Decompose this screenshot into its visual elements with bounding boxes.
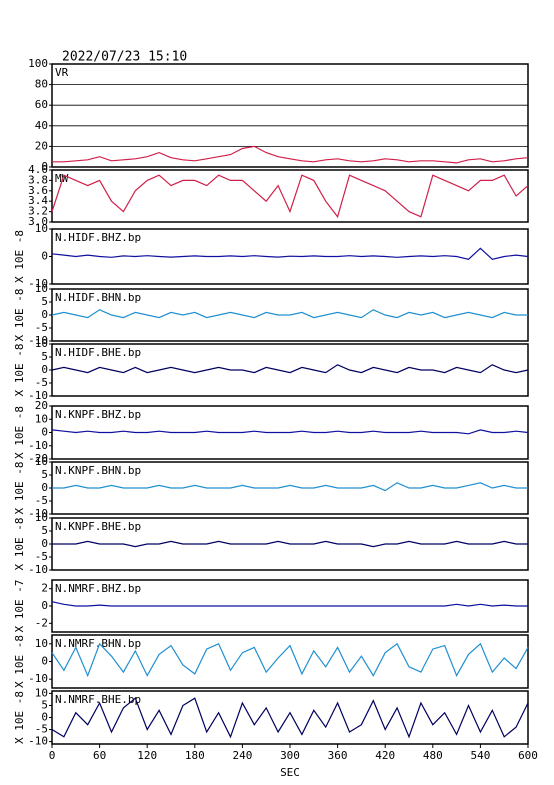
y-axis-label: X 10E -8	[13, 462, 26, 515]
panel-frame	[51, 63, 529, 168]
y-tick-label: 10	[35, 455, 48, 468]
trace	[51, 642, 529, 678]
y-tick-label: 10	[35, 282, 48, 295]
x-tick-label: 540	[470, 749, 490, 762]
y-tick-label: 0	[41, 308, 48, 321]
panel-label: N.KNPF.BHN.bp	[55, 464, 141, 477]
y-axis-label: X 10E -8	[13, 406, 26, 459]
trace	[51, 309, 528, 319]
y-tick-label: -5	[35, 376, 48, 389]
y-tick-label: 5	[41, 295, 48, 308]
y-tick-label: 5	[41, 698, 48, 711]
y-axis-label: X 10E -8	[13, 635, 26, 688]
y-tick-label: -5	[35, 494, 48, 507]
panel-frame	[51, 169, 529, 223]
y-tick-label: 3.8	[28, 173, 48, 186]
y-axis-label: X 10E -8	[13, 518, 26, 571]
panel-label: N.KNPF.BHE.bp	[55, 520, 141, 533]
y-tick-label: 3.2	[28, 205, 48, 218]
y-tick-label: 0	[41, 537, 48, 550]
y-tick-label: -20	[28, 452, 48, 465]
y-axis-label: X 10E -8	[13, 230, 26, 283]
y-tick-label: 0	[41, 160, 48, 173]
trace	[52, 145, 529, 164]
y-tick-label: -10	[28, 507, 48, 520]
y-axis-label: X 10E -8	[13, 289, 26, 342]
trace	[51, 174, 529, 219]
y-tick-label: 100	[28, 57, 48, 70]
y-tick-label: 10	[35, 686, 48, 699]
y-tick-label: 0	[41, 711, 48, 724]
y-tick-label: 4.0	[28, 163, 48, 176]
y-tick-label: 10	[35, 222, 48, 235]
y-tick-label: -10	[28, 277, 48, 290]
y-tick-label: 80	[35, 78, 48, 91]
x-tick-label: 0	[49, 749, 56, 762]
trace	[51, 247, 529, 260]
y-axis-label: X 10E -7	[13, 580, 26, 633]
y-tick-label: 3.6	[28, 184, 48, 197]
y-tick-label: -10	[28, 563, 48, 576]
panel-label: N.NMRF.BHN.bp	[55, 637, 141, 650]
panel-label: N.HIDF.BHN.bp	[55, 291, 141, 304]
y-tick-label: -10	[28, 672, 48, 685]
panel-label: N.HIDF.BHE.bp	[55, 346, 141, 359]
panel-label: N.KNPF.BHZ.bp	[55, 408, 141, 421]
chart-title: 2022/07/23 15:10	[62, 50, 187, 65]
y-tick-label: -10	[28, 334, 48, 347]
x-tick-label: 360	[328, 749, 348, 762]
y-tick-label: 0	[41, 363, 48, 376]
y-tick-label: 10	[35, 511, 48, 524]
y-tick-label: -10	[28, 389, 48, 402]
y-tick-label: 0	[41, 481, 48, 494]
panel-label: N.NMRF.BHE.bp	[55, 693, 141, 706]
y-tick-label: -5	[35, 723, 48, 736]
x-tick-label: 240	[232, 749, 252, 762]
x-tick-label: 180	[185, 749, 205, 762]
y-tick-label: 0	[41, 599, 48, 612]
trace	[51, 697, 529, 739]
y-tick-label: -5	[35, 550, 48, 563]
y-tick-label: -10	[28, 735, 48, 748]
y-tick-label: 3.0	[28, 215, 48, 228]
y-tick-label: 20	[35, 139, 48, 152]
y-tick-label: 5	[41, 350, 48, 363]
y-tick-label: 0	[41, 655, 48, 668]
y-tick-label: 10	[35, 637, 48, 650]
x-tick-label: 600	[518, 749, 538, 762]
panel-label: N.NMRF.BHZ.bp	[55, 582, 141, 595]
y-axis-label: X 10E -8	[13, 691, 26, 744]
x-axis-label: SEC	[280, 766, 300, 779]
y-tick-label: -10	[28, 439, 48, 452]
trace	[51, 429, 529, 435]
y-tick-label: 20	[35, 399, 48, 412]
y-tick-label: 2	[41, 582, 48, 595]
y-tick-label: 0	[41, 250, 48, 263]
x-tick-label: 300	[280, 749, 300, 762]
x-tick-label: 420	[375, 749, 395, 762]
trace	[52, 540, 528, 548]
trace	[52, 482, 528, 492]
y-tick-label: -2	[35, 616, 48, 629]
x-tick-label: 120	[137, 749, 157, 762]
y-tick-label: 40	[35, 119, 48, 132]
y-tick-label: 5	[41, 524, 48, 537]
y-axis-label: X 10E -8	[13, 344, 26, 397]
x-tick-label: 480	[423, 749, 443, 762]
y-tick-label: 10	[35, 412, 48, 425]
y-tick-label: 60	[35, 98, 48, 111]
x-tick-label: 60	[93, 749, 106, 762]
trace	[51, 364, 529, 374]
y-tick-label: 0	[41, 426, 48, 439]
y-tick-label: 10	[35, 337, 48, 350]
panel-label: N.HIDF.BHZ.bp	[55, 231, 141, 244]
trace	[51, 601, 528, 607]
panel-label: VR	[55, 66, 69, 79]
y-tick-label: -5	[35, 321, 48, 334]
y-tick-label: 3.4	[28, 194, 48, 207]
y-tick-label: 5	[41, 468, 48, 481]
